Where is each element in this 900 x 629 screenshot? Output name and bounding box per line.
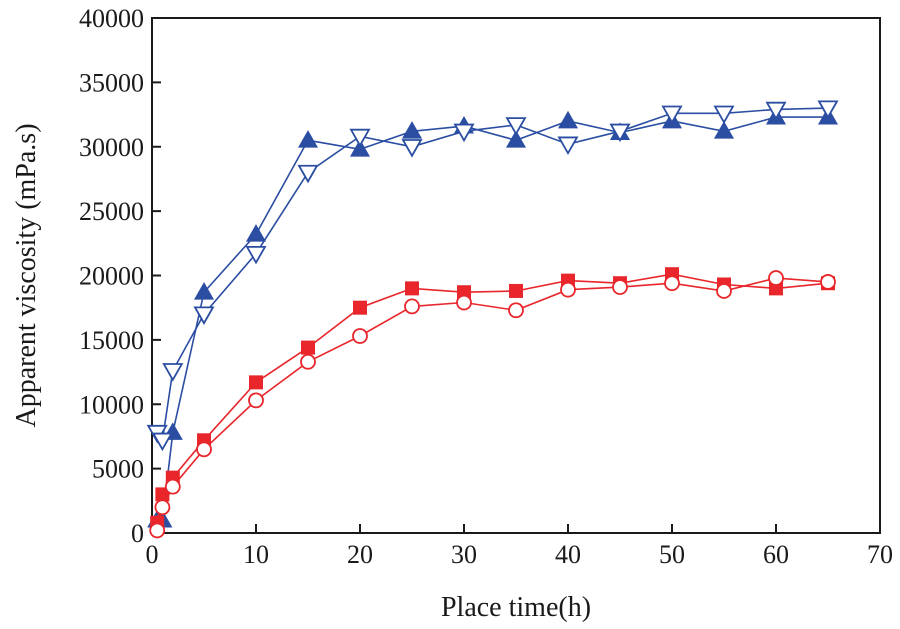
data-point (401, 121, 423, 139)
data-point (352, 328, 368, 344)
x-axis-title: Place time(h) (441, 592, 591, 623)
x-tick-label: 50 (659, 540, 685, 569)
series-line (156, 277, 829, 531)
data-point (820, 274, 836, 290)
y-tick-label: 20000 (79, 262, 144, 291)
data-point (162, 363, 184, 382)
y-axis-title: Apparent viscosity (mPa.s) (11, 123, 42, 427)
data-point (401, 139, 423, 158)
y-tick-label: 10000 (79, 390, 144, 419)
data-point (149, 522, 166, 539)
data-point (404, 298, 420, 315)
data-point (661, 105, 683, 125)
data-point (453, 123, 475, 143)
x-tick-label: 40 (555, 540, 581, 569)
y-tick-label: 25000 (79, 197, 144, 226)
data-point (557, 110, 579, 129)
data-point (505, 117, 527, 136)
series-layer (146, 100, 839, 539)
data-point (193, 282, 215, 300)
series-line (156, 273, 829, 523)
series-1 (146, 100, 839, 452)
data-point (151, 432, 173, 452)
data-point (508, 302, 524, 319)
x-tick-label: 0 (146, 540, 159, 569)
data-point (349, 128, 371, 148)
series-line (156, 107, 829, 443)
data-point (301, 340, 315, 355)
x-axis-ticks: 0 10 20 30 40 50 60 70 (146, 524, 893, 569)
data-point (245, 245, 267, 265)
x-tick-label: 30 (451, 540, 477, 569)
x-tick-label: 10 (243, 540, 269, 569)
data-point (196, 441, 212, 458)
data-point (154, 499, 171, 516)
series-0 (147, 106, 839, 528)
y-tick-label: 35000 (79, 68, 144, 97)
data-point (817, 100, 839, 119)
y-axis-ticks: 0 5000 10000 15000 20000 25000 30000 35000 40000 (79, 4, 161, 548)
data-point (349, 139, 371, 157)
data-point (768, 270, 784, 286)
y-tick-label: 40000 (79, 4, 144, 33)
y-tick-label: 5000 (92, 455, 144, 484)
data-point (560, 281, 576, 298)
data-point (716, 283, 732, 299)
data-point (456, 294, 472, 311)
data-point (353, 300, 367, 315)
data-point (612, 279, 628, 295)
data-point (193, 306, 215, 325)
data-point (300, 353, 316, 370)
data-point (509, 283, 523, 298)
data-point (297, 164, 319, 184)
data-point (609, 123, 631, 143)
data-point (245, 224, 267, 242)
x-tick-label: 20 (347, 540, 373, 569)
data-point (664, 275, 680, 292)
data-point (713, 105, 735, 125)
y-tick-label: 30000 (79, 133, 144, 162)
series-line (157, 116, 828, 521)
y-tick-label: 0 (131, 519, 144, 548)
y-tick-label: 15000 (79, 326, 144, 355)
data-point (297, 130, 319, 148)
data-point (557, 136, 579, 155)
x-tick-label: 70 (867, 540, 893, 569)
data-point (505, 130, 527, 148)
data-point (248, 392, 264, 409)
data-point (765, 101, 787, 121)
x-tick-label: 60 (763, 540, 789, 569)
data-point (713, 121, 735, 139)
data-point (405, 281, 419, 296)
data-point (249, 375, 263, 390)
data-point (164, 478, 181, 495)
series-3 (149, 270, 836, 539)
